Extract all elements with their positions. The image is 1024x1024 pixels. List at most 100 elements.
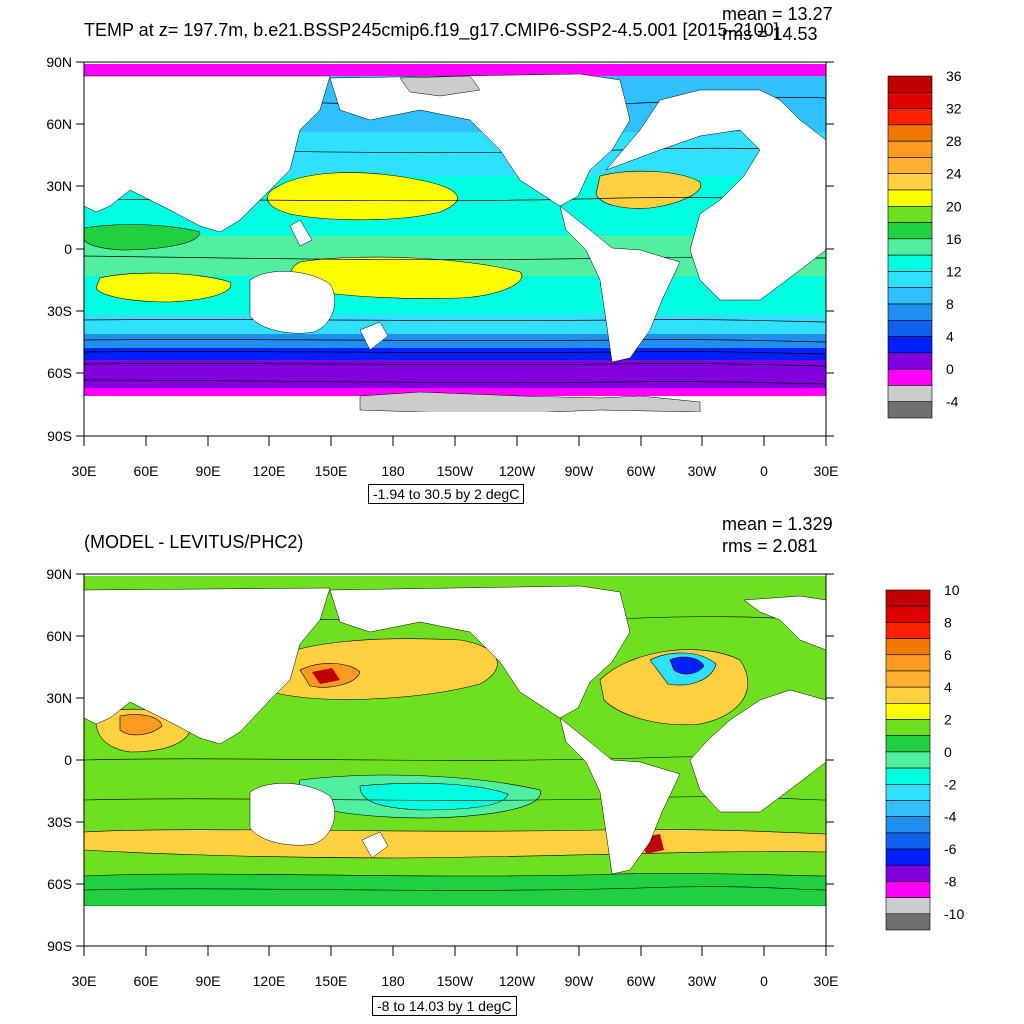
bottom-lat-label: 60N	[46, 628, 72, 644]
bottom-lat-label: 30S	[47, 814, 72, 830]
bottom-lon-label: 30E	[814, 973, 839, 989]
top-colorbar-swatch	[887, 336, 933, 354]
bottom-colorbar-swatch	[885, 605, 931, 623]
bottom-colorbar-label: 4	[944, 679, 952, 695]
top-colorbar-swatch	[887, 222, 933, 240]
bottom-rms-label: rms = 2.081	[722, 536, 818, 556]
bottom-lon-label: 90W	[565, 973, 595, 989]
bottom-colorbar-swatch	[885, 703, 931, 720]
top-colorbar-label: 16	[946, 231, 962, 247]
top-colorbar-label: 20	[946, 198, 962, 214]
bottom-colorbar-swatch	[885, 767, 931, 785]
top-lat-label: 90N	[46, 54, 72, 70]
top-lon-label: 180	[381, 463, 405, 479]
bottom-lon-axis: 30E 60E 90E 120E 150E 180 150W 120W 90W …	[72, 946, 839, 989]
top-colorbar-label: -4	[946, 394, 959, 410]
bottom-colorbar-swatch	[885, 848, 931, 866]
top-colorbar-swatch	[887, 254, 933, 272]
bottom-colorbar-swatch	[885, 832, 931, 850]
top-lat-label: 60S	[47, 365, 72, 381]
bottom-colorbar-swatch	[885, 751, 931, 769]
bottom-colorbar-label: -6	[944, 841, 957, 857]
top-lon-label: 30E	[72, 463, 97, 479]
bottom-colorbar-label: 10	[944, 582, 960, 598]
top-colorbar-swatch	[887, 75, 933, 93]
top-colorbar-swatch	[887, 238, 933, 256]
bottom-mean-label: mean = 1.329	[722, 514, 833, 534]
top-lon-label: 120E	[253, 463, 286, 479]
bottom-colorbar-label: 6	[944, 647, 952, 663]
bottom-colorbar-swatch	[885, 686, 931, 704]
top-colorbar-label: 4	[946, 329, 954, 345]
bottom-lat-label: 0	[64, 752, 72, 768]
bottom-lon-label: 120E	[253, 973, 286, 989]
bottom-colorbar-swatch	[885, 719, 931, 737]
bottom-colorbar-label: 2	[944, 712, 952, 728]
top-colorbar-label: 28	[946, 133, 962, 149]
bottom-lat-label: 60S	[47, 876, 72, 892]
bottom-colorbar: 10 8 6 4 2 0 -2 -4 -6 -8 -10	[885, 582, 964, 931]
bottom-colorbar-swatch	[885, 881, 931, 898]
top-lon-label: 150E	[315, 463, 348, 479]
top-colorbar-swatch	[887, 287, 933, 305]
bottom-colorbar-swatch	[885, 864, 931, 882]
top-lat-label: 0	[64, 241, 72, 257]
bottom-colorbar-swatch	[885, 800, 931, 817]
bottom-lon-label: 120W	[499, 973, 536, 989]
top-lat-label: 60N	[46, 116, 72, 132]
bottom-colorbar-swatch	[885, 783, 931, 801]
top-colorbar-swatch	[887, 319, 933, 337]
top-colorbar-swatch	[887, 352, 933, 370]
top-colorbar-label: 12	[946, 263, 962, 279]
top-colorbar-swatch	[887, 205, 933, 223]
bottom-colorbar-label: -2	[944, 776, 957, 792]
top-colorbar-label: 8	[946, 296, 954, 312]
top-colorbar-label: 24	[946, 166, 962, 182]
top-colorbar-swatch	[887, 303, 933, 321]
top-colorbar-swatch	[887, 385, 933, 403]
top-colorbar-swatch	[887, 91, 933, 109]
bottom-contour-info-box: -8 to 14.03 by 1 degC	[372, 996, 517, 1016]
bottom-lon-label: 150W	[437, 973, 474, 989]
top-colorbar-swatch	[887, 271, 933, 289]
bottom-lon-label: 180	[381, 973, 405, 989]
top-colorbar-label: 0	[946, 361, 954, 377]
top-colorbar-swatch	[887, 368, 933, 386]
top-lon-label: 30E	[814, 463, 839, 479]
top-lon-axis: 30E 60E 90E 120E 150E 180 150W 120W 90W …	[72, 436, 839, 479]
top-colorbar-swatch	[887, 108, 933, 126]
top-map-title: TEMP at z= 197.7m, b.e21.BSSP245cmip6.f1…	[84, 20, 779, 40]
bottom-lon-label: 60W	[627, 973, 657, 989]
top-colorbar-swatch	[887, 401, 933, 419]
bottom-colorbar-swatch	[885, 735, 931, 753]
top-lon-label: 90E	[196, 463, 221, 479]
bottom-map	[84, 574, 826, 946]
bottom-colorbar-label: -4	[944, 809, 957, 825]
top-lon-label: 60W	[627, 463, 657, 479]
bottom-lat-label: 90N	[46, 566, 72, 582]
bottom-colorbar-label: 0	[944, 744, 952, 760]
top-colorbar-swatch	[887, 157, 933, 175]
bottom-colorbar-swatch	[885, 638, 931, 656]
top-lat-label: 30S	[47, 303, 72, 319]
bottom-lon-label: 90E	[196, 973, 221, 989]
top-colorbar-swatch	[887, 173, 933, 191]
bottom-lon-label: 0	[760, 973, 768, 989]
bottom-map-title: (MODEL - LEVITUS/PHC2)	[84, 532, 304, 552]
bottom-colorbar-label: -10	[944, 906, 964, 922]
top-colorbar-swatch	[887, 124, 933, 142]
bottom-colorbar-swatch	[885, 622, 931, 639]
bottom-colorbar-swatch	[885, 589, 931, 607]
top-map	[84, 62, 826, 436]
top-lon-label: 150W	[437, 463, 474, 479]
top-colorbar-swatch	[887, 140, 933, 158]
bottom-colorbar-label: 8	[944, 614, 952, 630]
top-lat-label: 30N	[46, 178, 72, 194]
top-lon-label: 90W	[565, 463, 595, 479]
bottom-lon-label: 150E	[315, 973, 348, 989]
bottom-colorbar-swatch	[885, 913, 931, 931]
top-contour-info-box: -1.94 to 30.5 by 2 degC	[368, 484, 525, 504]
top-lat-axis: 90N 60N 30N 0 30S 60S 90S	[46, 54, 834, 444]
top-lon-label: 120W	[499, 463, 536, 479]
